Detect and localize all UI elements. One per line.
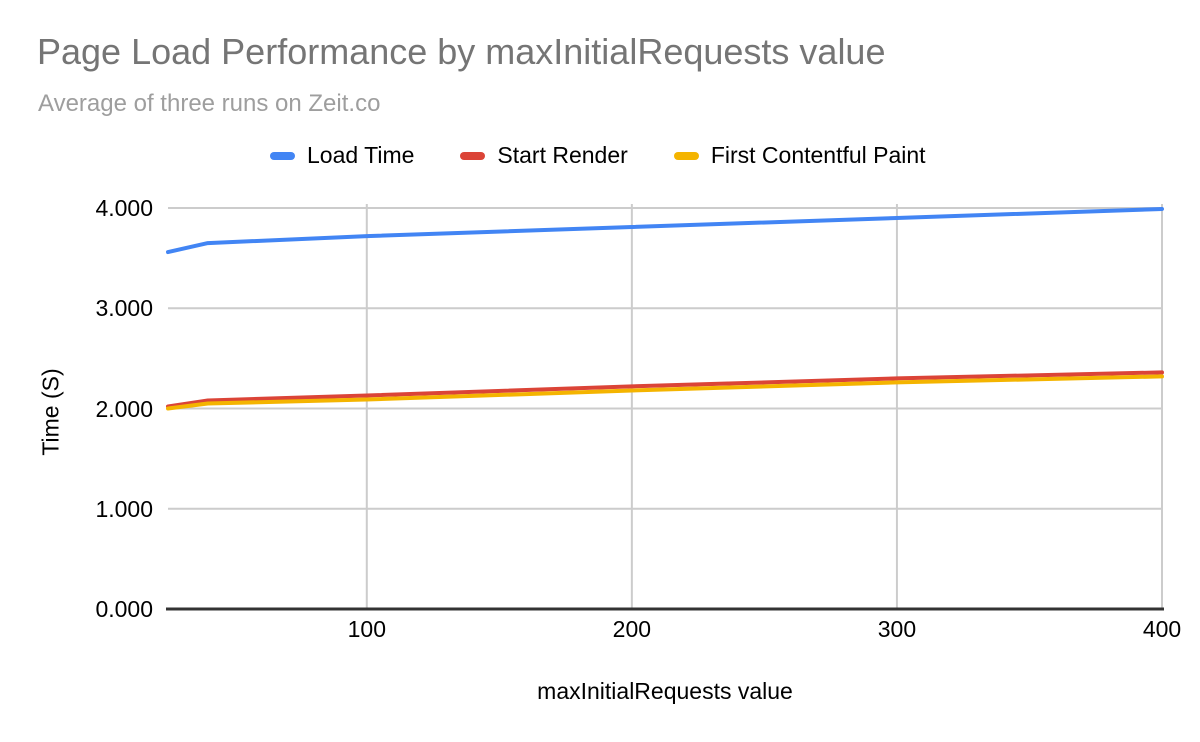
legend-label: First Contentful Paint [710, 142, 926, 168]
y-tick-label-3: 3.000 [95, 295, 153, 322]
y-axis-title: Time (S) [37, 368, 64, 456]
x-tick-label-400: 400 [1142, 616, 1182, 642]
legend-swatch-icon [460, 151, 486, 160]
legend: Load Time Start Render First Contentful Pa… [270, 142, 926, 169]
x-tick-label-100: 100 [347, 616, 386, 642]
series-line-load-time [166, 207, 1164, 255]
legend-item-first-contentful-paint: First Contentful Paint [673, 142, 926, 169]
series-line-first-contentful-paint [166, 374, 1164, 411]
series-line-start-render [166, 370, 1164, 409]
chart-title: Page Load Performance by maxInitialReque… [37, 31, 886, 72]
y-tick-label-4: 4.000 [95, 195, 153, 221]
legend-swatch-icon [270, 151, 295, 160]
legend-item-start-render: Start Render [460, 142, 628, 169]
legend-label: Start Render [497, 142, 628, 168]
chart-subtitle: Average of three runs on Zeit.co [38, 90, 381, 117]
x-tick-label-300: 300 [877, 616, 917, 642]
y-tick-label-1: 1.000 [95, 495, 153, 522]
x-axis-title: maxInitialRequests value [537, 678, 793, 704]
legend-item-load-time: Load Time [270, 142, 414, 169]
x-tick-label-200: 200 [612, 616, 652, 642]
legend-label: Load Time [307, 142, 415, 168]
y-tick-label-2: 2.000 [95, 395, 153, 422]
y-tick-label-0: 0.000 [95, 596, 153, 622]
legend-swatch-icon [673, 151, 699, 160]
